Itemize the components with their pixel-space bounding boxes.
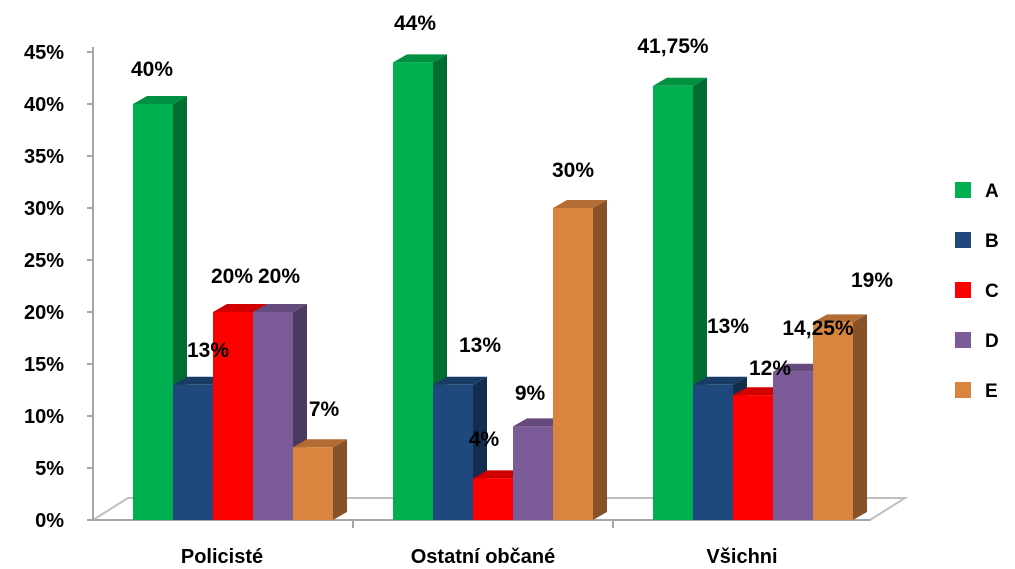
y-tick-label: 30% [24, 198, 64, 220]
y-axis-ticks: 0% 5% 10% 15% 20% 25% 30% 35% 40% 45% [24, 42, 93, 532]
data-label: 4% [469, 428, 500, 451]
legend-swatch [955, 382, 971, 398]
bar-top [293, 439, 347, 448]
y-tick-label: 0% [35, 510, 64, 532]
legend-label: E [985, 381, 998, 402]
bar-series [133, 54, 867, 521]
bar-top [133, 96, 187, 104]
bar-front [173, 384, 213, 520]
y-tick-label: 5% [35, 458, 64, 480]
y-tick-label: 25% [24, 250, 64, 272]
data-label: 30% [552, 159, 594, 182]
data-label: 13% [459, 334, 501, 357]
legend-label: C [985, 281, 999, 302]
y-tick-label: 45% [24, 42, 64, 64]
legend-label: D [985, 331, 999, 352]
bar [553, 200, 607, 520]
y-tick-label: 10% [24, 406, 64, 428]
data-label: 20% [211, 265, 253, 288]
y-tick-label: 15% [24, 354, 64, 376]
bar-front [473, 478, 513, 520]
x-tick-label: Policisté [181, 546, 263, 568]
legend-swatch [955, 232, 971, 248]
legend-swatch [955, 182, 971, 198]
bar-front [433, 384, 473, 520]
bar [293, 439, 347, 520]
bar [813, 314, 867, 520]
y-tick-label: 40% [24, 94, 64, 116]
bar-front [513, 426, 553, 520]
data-label: 12% [749, 357, 791, 380]
x-tick-label: Ostatní občané [411, 546, 555, 568]
bar-top [813, 314, 867, 323]
bar-front [653, 85, 693, 521]
legend-label: A [985, 181, 999, 202]
bar-side [853, 314, 867, 520]
bar-front [773, 371, 813, 520]
data-label: 20% [258, 265, 300, 288]
data-label: 44% [394, 12, 436, 35]
data-label: 13% [707, 315, 749, 338]
bar-top [393, 54, 447, 63]
x-tick-label: Všichni [706, 546, 777, 568]
bar-top [653, 77, 707, 86]
bar-side [333, 439, 347, 520]
data-label: 19% [851, 269, 893, 292]
data-label: 41,75% [637, 35, 709, 58]
data-label: 40% [131, 58, 173, 81]
bar-top [433, 376, 487, 385]
legend-label: B [985, 231, 999, 252]
bar-front [293, 447, 333, 520]
bar-top [213, 304, 267, 312]
bar-front [733, 395, 773, 520]
data-label: 9% [515, 382, 546, 405]
bar-front [693, 384, 733, 520]
y-tick-label: 20% [24, 302, 64, 324]
legend: A B C D E [955, 181, 999, 402]
data-label: 7% [309, 398, 340, 421]
bar-top [693, 376, 747, 385]
legend-swatch [955, 332, 971, 348]
data-labels: 40%13%20% 20%7%44%13%4%9%30%41,75%13%12%1… [131, 12, 893, 451]
bar-front [213, 312, 253, 520]
bar-front [553, 208, 593, 520]
bar-front [393, 62, 433, 521]
bar-front [253, 312, 293, 520]
bar-front [133, 104, 173, 520]
y-tick-label: 35% [24, 146, 64, 168]
legend-swatch [955, 282, 971, 298]
bar-side [593, 200, 607, 520]
x-axis-ticks: Policisté Ostatní občané Všichni [181, 520, 778, 568]
data-label: 13% [187, 339, 229, 362]
data-label: 14,25% [782, 317, 854, 340]
bar-front [813, 322, 853, 520]
bar-top [253, 304, 307, 312]
bar-top [553, 200, 607, 208]
